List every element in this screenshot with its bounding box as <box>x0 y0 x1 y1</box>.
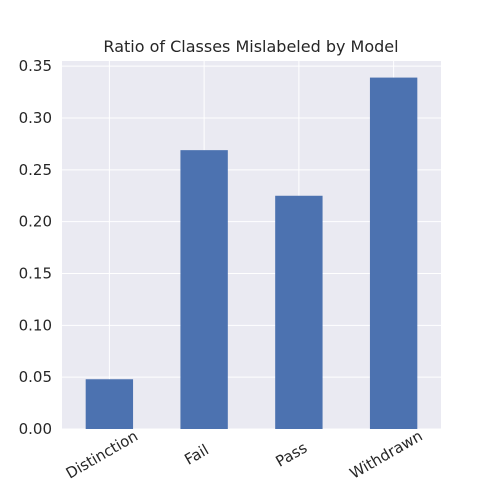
y-tick-label: 0.35 <box>19 57 52 75</box>
bars <box>85 77 418 430</box>
x-tick-label: Distinction <box>63 427 141 483</box>
bar-pass <box>275 195 323 429</box>
y-tick-labels: 0.00 0.05 0.10 0.15 0.20 0.25 0.30 0.35 <box>19 57 52 438</box>
y-tick-label: 0.10 <box>19 316 52 334</box>
x-tick-label: Withdrawn <box>347 427 426 483</box>
bar-distinction <box>85 379 134 429</box>
x-tick-labels: Distinction Fail Pass Withdrawn <box>63 427 426 483</box>
y-tick-label: 0.00 <box>19 420 52 438</box>
bar-withdrawn <box>369 77 418 430</box>
y-tick-label: 0.25 <box>19 161 52 179</box>
chart-title: Ratio of Classes Mislabeled by Model <box>103 37 398 56</box>
x-tick-label: Pass <box>272 438 310 470</box>
bar-fail <box>180 150 228 429</box>
y-tick-label: 0.05 <box>19 368 52 386</box>
x-tick-label: Fail <box>181 441 211 469</box>
y-tick-label: 0.20 <box>19 213 52 231</box>
y-tick-label: 0.30 <box>19 109 52 127</box>
y-tick-label: 0.15 <box>19 265 52 283</box>
